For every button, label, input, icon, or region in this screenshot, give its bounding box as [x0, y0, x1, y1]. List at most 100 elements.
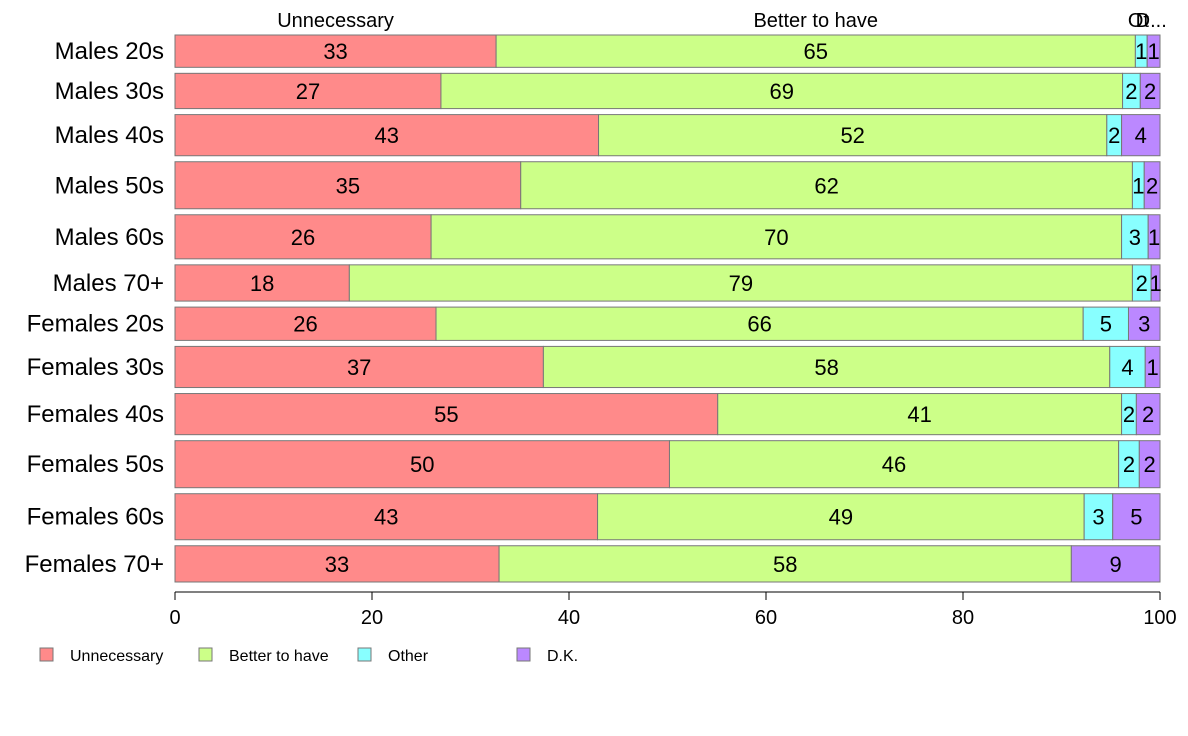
data-label: 46: [882, 452, 906, 477]
data-label: 1: [1132, 173, 1144, 198]
category-label: Males 60s: [55, 224, 164, 251]
bar-segment-d-k: [1146, 34, 1161, 68]
category-label: Females 60s: [27, 504, 164, 531]
legend-item-other: Other: [357, 647, 429, 665]
legend-swatch: [39, 647, 54, 662]
category-label: Males 40s: [55, 122, 164, 149]
bar-segment-better-to-have: [520, 161, 1133, 210]
bar-segment-better-to-have: [717, 393, 1123, 436]
bar-segment-better-to-have: [498, 545, 1072, 583]
category-label: Males 70+: [53, 270, 164, 297]
bar-row-males-50s: Males 50s 35 62 1 2: [55, 161, 1161, 210]
data-label: 1: [1146, 355, 1158, 380]
data-label: 37: [347, 355, 371, 380]
data-label: 26: [293, 312, 317, 337]
bar-segment-better-to-have: [597, 493, 1085, 541]
category-label: Females 50s: [27, 451, 164, 478]
bar-segment-other: [1109, 345, 1146, 389]
data-label: 43: [374, 505, 398, 530]
legend-label: Unnecessary: [70, 648, 163, 665]
data-label: 33: [325, 552, 349, 577]
bar-segment-unnecessary: [174, 114, 600, 157]
bar-segment-unnecessary: [174, 161, 522, 210]
data-label: 2: [1136, 271, 1148, 296]
data-label: 1: [1147, 39, 1159, 64]
legend-item-d-k: D.K.: [516, 647, 578, 665]
data-label: 2: [1123, 452, 1135, 477]
data-label: 55: [434, 402, 458, 427]
data-label: 1: [1135, 39, 1147, 64]
legend-label: D.K.: [547, 648, 578, 665]
bar-row-males-60s: Males 60s 26 70 3 1: [55, 214, 1161, 260]
data-label: 3: [1092, 505, 1104, 530]
category-label: Females 70+: [25, 551, 164, 578]
x-tick-label: 20: [361, 607, 383, 629]
bar-row-males-70: Males 70+ 18 79 2 1: [53, 264, 1162, 302]
bar-row-females-50s: Females 50s 50 46 2 2: [27, 440, 1161, 489]
legend: Unnecessary Better to have Other D.K.: [39, 647, 578, 665]
category-label: Males 50s: [55, 172, 164, 199]
bar-segment-d-k: [1121, 114, 1161, 157]
data-label: 33: [323, 39, 347, 64]
bar-row-females-60s: Females 60s 43 49 3 5: [27, 493, 1161, 541]
bar-segment-better-to-have: [542, 345, 1111, 389]
legend-swatch: [516, 647, 531, 662]
data-label: 9: [1110, 552, 1122, 577]
legend-swatch: [357, 647, 372, 662]
bar-segment-better-to-have: [668, 440, 1120, 489]
x-axis: 0 20 40 60 80 100: [169, 591, 1177, 629]
category-label: Females 30s: [27, 354, 164, 381]
bar-segment-d-k: [1135, 393, 1161, 436]
legend-label: Other: [388, 648, 429, 665]
data-label: 65: [804, 39, 828, 64]
category-label: Females 40s: [27, 401, 164, 428]
x-tick-label: 80: [952, 607, 974, 629]
data-label: 18: [250, 271, 274, 296]
legend-label: Better to have: [229, 648, 329, 665]
bar-segment-unnecessary: [174, 72, 442, 110]
legend-swatch: [198, 647, 213, 662]
bar-row-females-20s: Females 20s 26 66 5 3: [27, 306, 1161, 341]
bar-segment-better-to-have: [495, 34, 1136, 68]
data-label: 4: [1135, 123, 1147, 148]
bar-row-females-40s: Females 40s 55 41 2 2: [27, 393, 1161, 436]
bar-segment-unnecessary: [174, 545, 500, 583]
legend-item-unnecessary: Unnecessary: [39, 647, 163, 665]
data-label: 2: [1123, 402, 1135, 427]
bar-segment-d-k: [1127, 306, 1161, 341]
data-label: 2: [1144, 79, 1156, 104]
data-label: 3: [1138, 312, 1150, 337]
data-label: 1: [1149, 271, 1161, 296]
bar-segment-d-k: [1150, 264, 1161, 302]
bar-segment-unnecessary: [174, 345, 544, 389]
bar-segment-d-k: [1139, 72, 1161, 110]
data-label: 3: [1129, 225, 1141, 250]
column-header: Ot: [1128, 10, 1150, 32]
bar-segment-unnecessary: [174, 493, 599, 541]
bar-segment-d-k: [1147, 214, 1161, 260]
bar-row-females-70: Females 70+ 33 58 9: [25, 545, 1161, 583]
x-tick-label: 60: [755, 607, 777, 629]
data-label: 52: [840, 123, 864, 148]
data-label: 62: [814, 173, 838, 198]
bar-segment-other: [1083, 493, 1114, 541]
data-label: 35: [336, 173, 360, 198]
data-label: 4: [1121, 355, 1133, 380]
bar-segment-unnecessary: [174, 214, 432, 260]
category-label: Males 30s: [55, 78, 164, 105]
data-label: 50: [410, 452, 434, 477]
x-tick-label: 100: [1143, 607, 1176, 629]
data-label: 27: [296, 79, 320, 104]
column-headers: Unnecessary Better to have OtD...: [277, 10, 1167, 32]
data-label: 49: [829, 505, 853, 530]
data-label: 26: [291, 225, 315, 250]
bar-segment-d-k: [1112, 493, 1161, 541]
bar-segment-d-k: [1138, 440, 1161, 489]
data-label: 79: [729, 271, 753, 296]
bar-segment-unnecessary: [174, 306, 437, 341]
data-label: 2: [1108, 123, 1120, 148]
data-label: 41: [907, 402, 931, 427]
column-header: Unnecessary: [277, 10, 394, 32]
data-label: 2: [1144, 452, 1156, 477]
